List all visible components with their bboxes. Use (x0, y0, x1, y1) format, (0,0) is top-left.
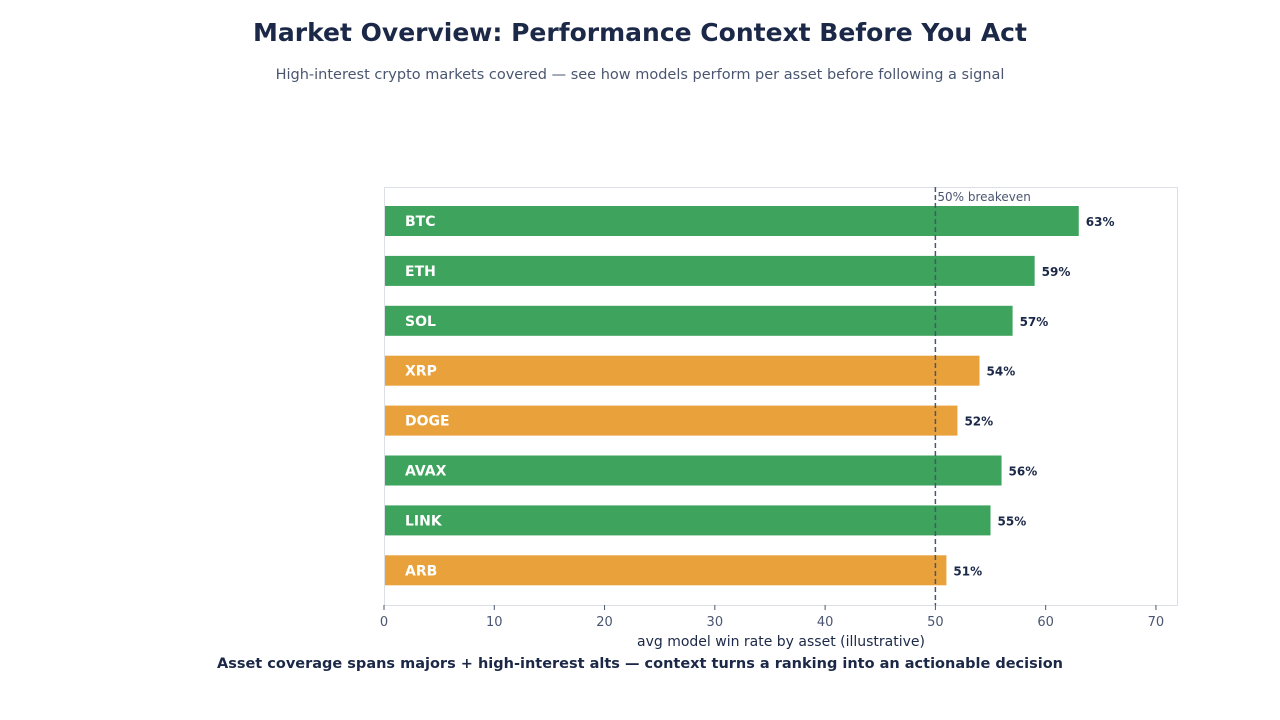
bar-label-btc: BTC (405, 214, 436, 230)
value-label-arb: 51% (953, 564, 982, 578)
bars-layer: BTC 63% ETH 59% SOL 57% XRP 54% DOGE 52% AVAX 56% LI… (385, 206, 1115, 586)
bar-doge (385, 405, 958, 436)
bar-label-avax: AVAX (405, 464, 447, 480)
value-label-xrp: 54% (987, 365, 1016, 379)
reference-layer: 50% breakeven (934, 187, 1031, 605)
x-tick-label-70: 70 (1148, 615, 1165, 630)
x-tick-label-0: 0 (380, 615, 388, 630)
bar-label-eth: ETH (405, 264, 436, 280)
x-tick-label-40: 40 (817, 615, 834, 630)
bar-sol (385, 305, 1013, 336)
value-label-eth: 59% (1042, 265, 1071, 279)
bar-label-doge: DOGE (405, 414, 450, 430)
breakeven-label: 50% breakeven (937, 190, 1031, 204)
x-axis: 0 10 20 30 40 50 60 70 (380, 605, 1164, 630)
bar-label-arb: ARB (405, 563, 437, 579)
bar-xrp (385, 355, 980, 386)
bar-label-xrp: XRP (405, 364, 437, 380)
chart-subtitle: High-interest crypto markets covered — s… (275, 67, 1005, 83)
value-label-sol: 57% (1020, 315, 1049, 329)
value-label-avax: 56% (1009, 465, 1038, 479)
x-tick-label-10: 10 (486, 615, 503, 630)
bar-arb (385, 555, 947, 586)
bar-avax (385, 455, 1002, 486)
chart-title: Market Overview: Performance Context Bef… (253, 18, 1027, 47)
bar-eth (385, 255, 1035, 286)
value-label-doge: 52% (964, 415, 993, 429)
bar-label-sol: SOL (405, 314, 436, 330)
value-label-link: 55% (998, 514, 1027, 528)
x-tick-label-50: 50 (927, 615, 944, 630)
x-tick-label-30: 30 (707, 615, 724, 630)
x-tick-label-20: 20 (596, 615, 613, 630)
x-tick-label-60: 60 (1037, 615, 1054, 630)
bar-btc (385, 206, 1079, 236)
plot-frame (384, 187, 1178, 606)
footer-note: Asset coverage spans majors + high-inter… (216, 656, 1064, 672)
value-label-btc: 63% (1086, 215, 1115, 229)
bar-link (385, 505, 991, 536)
x-axis-label: avg model win rate by asset (illustrativ… (637, 634, 925, 650)
bar-label-link: LINK (405, 513, 443, 529)
